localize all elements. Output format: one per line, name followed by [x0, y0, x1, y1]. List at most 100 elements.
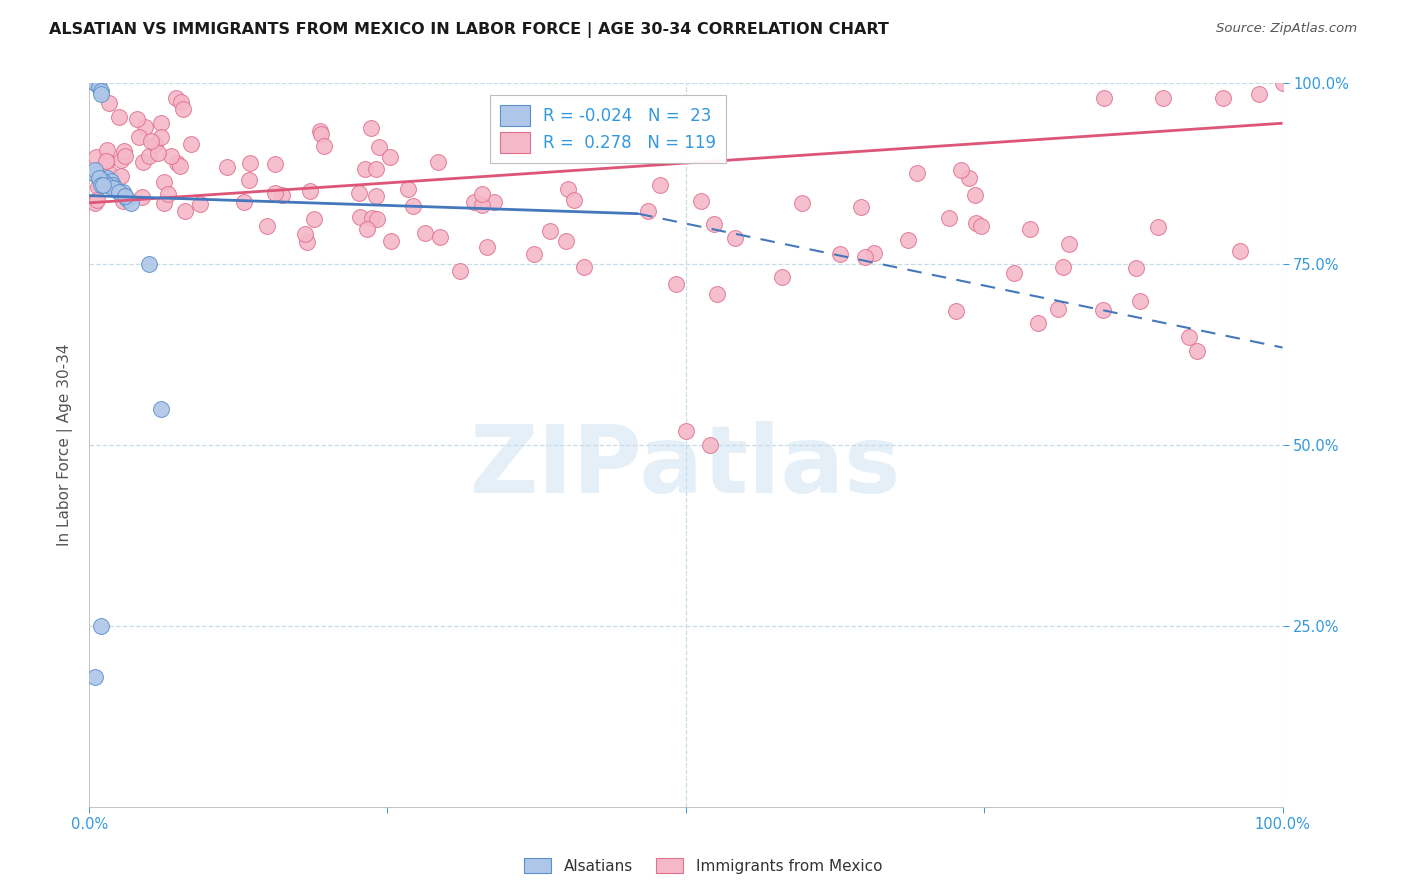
Point [90, 84, 112, 98]
Point [706, 287, 728, 301]
Point [84, 167, 107, 181]
Point [232, 194, 254, 209]
Point [150, 116, 173, 130]
Point [863, 246, 886, 260]
Point [1178, 330, 1201, 344]
Point [94, 154, 117, 169]
Point [87, 80, 110, 95]
Point [110, 169, 132, 184]
Point [648, 178, 671, 192]
Point [1152, 91, 1174, 105]
Point [675, 424, 697, 438]
Point [86, 151, 108, 165]
Point [349, 210, 371, 224]
Point [87, 170, 110, 185]
Point [1147, 220, 1170, 235]
Point [160, 149, 183, 163]
Point [969, 219, 991, 233]
Point [84, 195, 107, 210]
Point [98, 167, 121, 181]
Legend: Alsatians, Immigrants from Mexico: Alsatians, Immigrants from Mexico [517, 852, 889, 880]
Text: ALSATIAN VS IMMIGRANTS FROM MEXICO IN LABOR FORCE | AGE 30-34 CORRELATION CHART: ALSATIAN VS IMMIGRANTS FROM MEXICO IN LA… [49, 22, 889, 38]
Point [851, 200, 873, 214]
Point [949, 163, 972, 178]
Point [146, 145, 169, 160]
Point [314, 138, 336, 153]
Point [396, 182, 419, 196]
Point [309, 127, 332, 141]
Point [139, 134, 162, 148]
Point [90, 178, 112, 192]
Point [157, 187, 180, 202]
Point [703, 217, 725, 231]
Legend: R = -0.024   N =  23, R =  0.278   N = 119: R = -0.024 N = 23, R = 0.278 N = 119 [491, 95, 727, 162]
Point [294, 227, 316, 241]
Point [1002, 266, 1025, 280]
Point [149, 129, 172, 144]
Point [143, 137, 166, 152]
Point [131, 190, 153, 204]
Point [302, 211, 325, 226]
Point [96, 153, 118, 168]
Point [132, 155, 155, 169]
Point [93, 174, 115, 188]
Point [482, 195, 505, 210]
Point [574, 260, 596, 274]
Point [117, 192, 139, 206]
Point [114, 145, 136, 159]
Point [413, 226, 436, 240]
Point [963, 188, 986, 202]
Point [1092, 91, 1115, 105]
Point [107, 110, 129, 124]
Point [1129, 294, 1152, 309]
Point [152, 176, 174, 190]
Point [724, 231, 747, 245]
Point [347, 186, 370, 200]
Point [1247, 87, 1270, 102]
Point [1229, 244, 1251, 258]
Point [271, 188, 294, 202]
Point [108, 185, 131, 199]
Point [429, 230, 451, 244]
Point [477, 240, 499, 254]
Point [367, 140, 389, 154]
Point [138, 149, 160, 163]
Point [637, 204, 659, 219]
Point [1059, 237, 1081, 252]
Point [1019, 222, 1042, 236]
Point [354, 162, 377, 177]
Point [897, 233, 920, 247]
Point [111, 194, 134, 209]
Point [239, 156, 262, 170]
Point [215, 161, 238, 175]
Point [1047, 301, 1070, 316]
Point [96, 178, 118, 192]
Point [427, 155, 450, 169]
Point [127, 112, 149, 127]
Point [238, 172, 260, 186]
Point [366, 161, 388, 176]
Point [905, 166, 928, 180]
Point [97, 96, 120, 111]
Point [87, 180, 110, 194]
Point [108, 185, 131, 199]
Point [256, 219, 278, 233]
Point [86, 194, 108, 208]
Point [138, 257, 160, 271]
Point [380, 234, 402, 248]
Point [361, 211, 384, 225]
Point [295, 235, 318, 249]
Point [84, 77, 107, 91]
Point [149, 402, 172, 417]
Point [174, 204, 197, 219]
Point [101, 178, 124, 192]
Point [101, 181, 124, 195]
Point [564, 193, 586, 207]
Point [402, 199, 425, 213]
Point [1052, 260, 1074, 275]
Point [1125, 260, 1147, 275]
Point [114, 188, 136, 202]
Point [360, 121, 382, 136]
Point [264, 186, 287, 200]
Point [169, 159, 191, 173]
